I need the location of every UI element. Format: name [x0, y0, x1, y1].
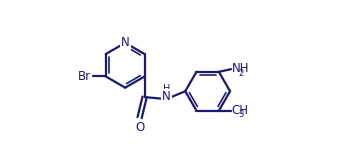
Text: 3: 3: [238, 110, 244, 119]
Text: NH: NH: [232, 62, 249, 75]
Text: CH: CH: [232, 104, 249, 117]
Text: O: O: [135, 121, 144, 134]
Text: Br: Br: [78, 70, 91, 83]
Text: N: N: [121, 36, 129, 49]
Text: 2: 2: [239, 69, 244, 78]
Text: N: N: [162, 90, 171, 103]
Text: H: H: [163, 84, 170, 94]
